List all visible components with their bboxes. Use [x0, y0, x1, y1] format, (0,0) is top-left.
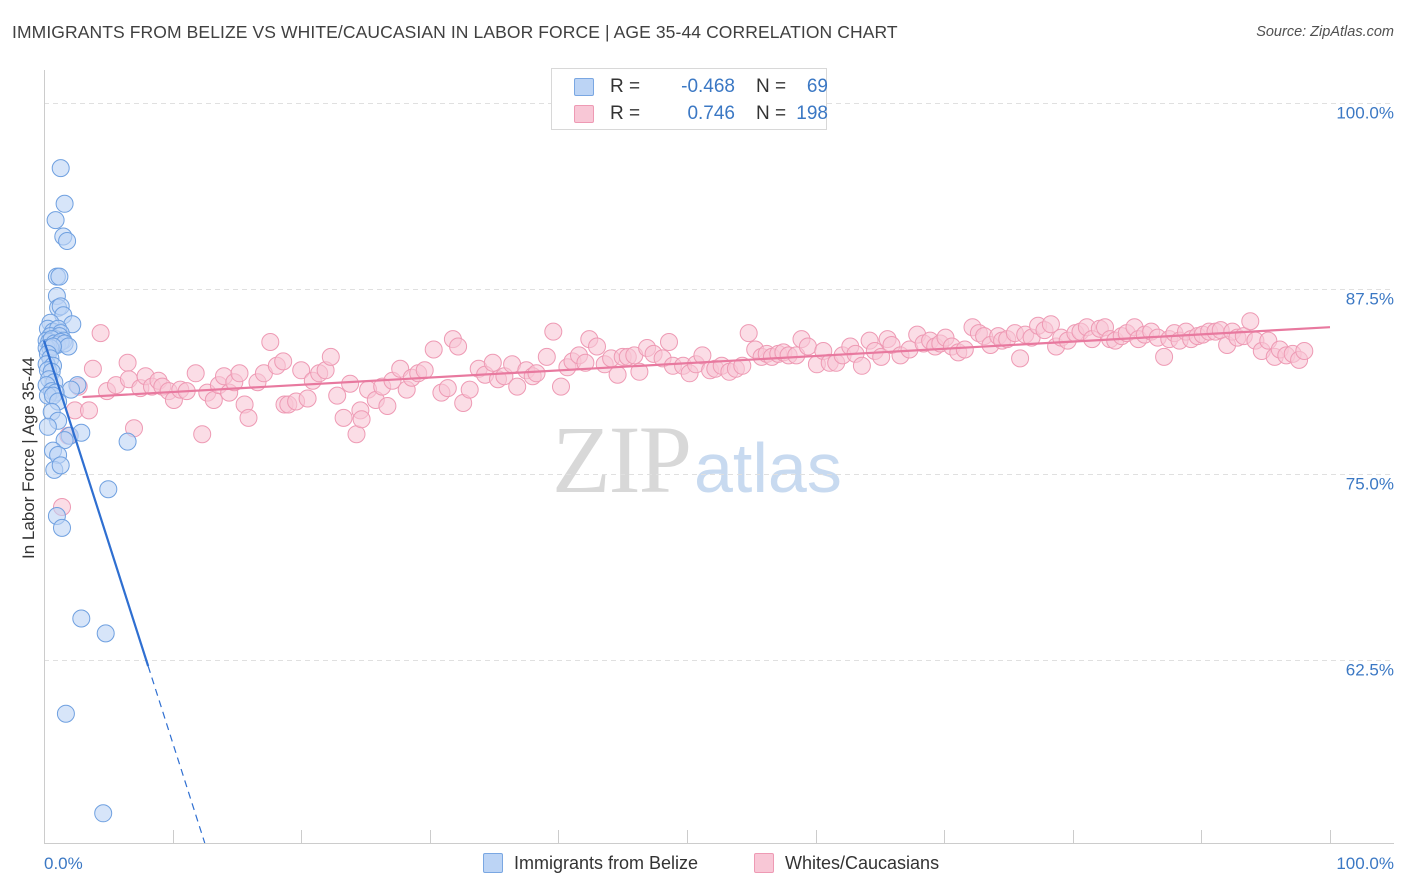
whites-point [1011, 349, 1030, 368]
whites-point [1041, 315, 1060, 334]
whites-point [352, 410, 371, 429]
whites-point [91, 324, 110, 343]
whites-point [118, 353, 137, 372]
whites-point [193, 425, 212, 444]
whites-point [424, 340, 443, 359]
whites-point [608, 365, 627, 384]
whites-point [378, 397, 397, 415]
y-axis-title: In Labor Force | Age 35-44 [19, 357, 38, 559]
series-name-belize: Immigrants from Belize [514, 853, 699, 873]
whites-caucasians-points [53, 312, 1314, 516]
whites-point [460, 380, 479, 399]
belize-point [55, 194, 74, 213]
whites-point [239, 408, 258, 427]
whites-point [334, 408, 353, 427]
series-swatch-whites [754, 853, 774, 873]
whites-point [80, 401, 98, 420]
belize-trend-line [42, 340, 150, 667]
whites-point [321, 347, 340, 366]
belize-point [50, 267, 69, 286]
series-swatch-belize [483, 853, 503, 873]
series-name-whites: Whites/Caucasians [785, 853, 940, 873]
belize-point [118, 432, 137, 451]
y-tick-label: 62.5% [1346, 661, 1394, 680]
belize-points [37, 159, 137, 823]
whites-point [588, 337, 606, 356]
belize-point [96, 624, 115, 643]
legend-swatch-whites [574, 105, 594, 123]
whites-point [1155, 347, 1174, 366]
legend-r-label: R = [610, 103, 641, 124]
whites-point [298, 389, 317, 408]
whites-point [186, 364, 205, 383]
x-tick-label-max: 100.0% [1336, 854, 1394, 873]
legend-r-label: R = [610, 76, 641, 97]
belize-point [46, 211, 65, 230]
whites-point [739, 324, 758, 343]
belize-point [59, 337, 78, 356]
y-tick-label: 75.0% [1346, 475, 1394, 494]
whites-point [527, 364, 546, 383]
y-tick-label: 87.5% [1346, 290, 1394, 309]
whites-point [341, 374, 360, 393]
correlation-legend: R = -0.468 N = 69 R = 0.746 N = 198 [551, 68, 828, 130]
legend-n-value-belize: 69 [806, 76, 828, 97]
whites-point [552, 377, 570, 396]
y-tick-labels: 62.5% 75.0% 87.5% 100.0% [1336, 104, 1394, 680]
belize-point [38, 417, 57, 436]
series-legend: Immigrants from Belize Whites/Caucasians [0, 852, 1406, 878]
legend-r-value-whites: 0.746 [687, 103, 735, 124]
gridlines [44, 103, 1394, 661]
whites-point [274, 352, 293, 371]
legend-swatch-belize [574, 78, 594, 96]
whites-point [660, 333, 678, 351]
legend-n-value-whites: 198 [796, 103, 828, 124]
whites-point [261, 333, 280, 351]
whites-point [852, 356, 871, 375]
trend-lines [42, 326, 1331, 844]
chart-title: IMMIGRANTS FROM BELIZE VS WHITE/CAUCASIA… [12, 22, 898, 42]
legend-n-label: N = [756, 103, 787, 124]
belize-point [55, 431, 74, 450]
whites-point [415, 361, 434, 380]
whites-point [328, 386, 347, 405]
whites-point [955, 340, 974, 359]
belize-point [56, 704, 75, 723]
whites-point [630, 362, 649, 381]
x-tick-label-min: 0.0% [44, 854, 83, 873]
whites-point [83, 359, 102, 378]
whites-point [483, 353, 502, 372]
whites-point [1241, 312, 1260, 331]
belize-point [62, 380, 80, 399]
whites-point [230, 364, 249, 383]
whites-point [798, 337, 817, 356]
belize-point [99, 480, 118, 499]
belize-point [53, 518, 71, 537]
whites-point [693, 346, 712, 365]
whites-point [292, 361, 311, 380]
whites-point [576, 353, 595, 372]
source-credit: Source: ZipAtlas.com [1256, 24, 1394, 40]
whites-point [508, 377, 527, 396]
legend-n-label: N = [756, 76, 787, 97]
legend-r-value-belize: -0.468 [681, 76, 735, 97]
belize-point [58, 232, 77, 250]
whites-point [438, 379, 457, 398]
belize-point [51, 456, 70, 475]
whites-point [544, 322, 563, 341]
y-tick-label: 100.0% [1336, 104, 1394, 123]
whites-trend-line [82, 326, 1331, 399]
whites-point [449, 337, 468, 356]
belize-point [51, 159, 70, 178]
whites-point [537, 347, 556, 366]
whites-point [733, 356, 752, 375]
belize-point [94, 804, 113, 823]
belize-point [72, 609, 91, 628]
belize-trend-extension [147, 665, 206, 844]
axes [44, 70, 1394, 844]
x-ticks [173, 830, 1331, 843]
whites-point [1295, 342, 1314, 360]
